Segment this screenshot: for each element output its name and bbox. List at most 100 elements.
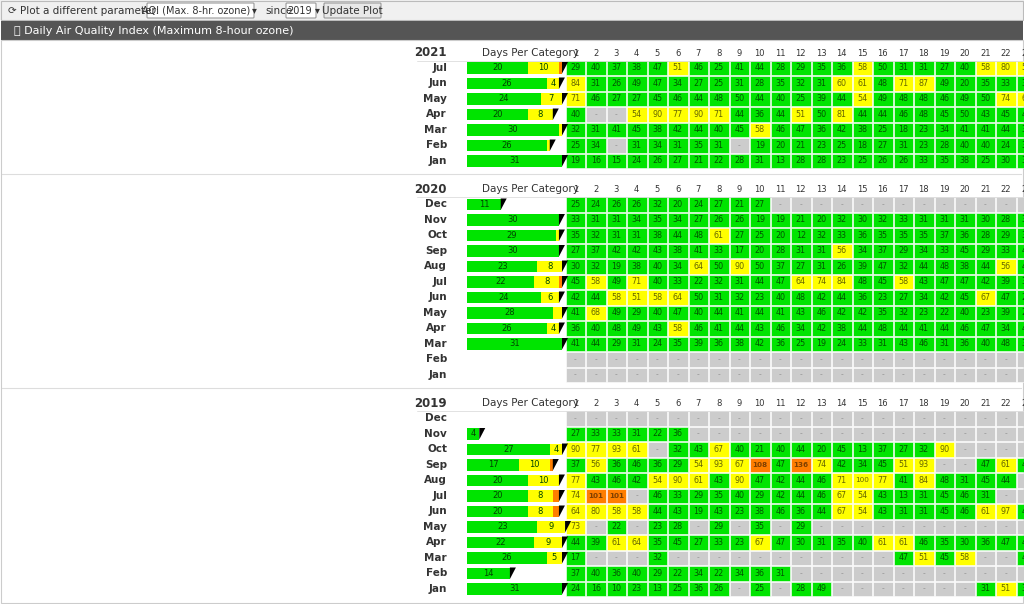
Text: 14: 14 xyxy=(837,185,847,194)
Text: -: - xyxy=(697,414,699,423)
Text: 44: 44 xyxy=(1000,476,1011,485)
Text: 20: 20 xyxy=(493,491,503,500)
Text: 50: 50 xyxy=(959,110,970,119)
Bar xyxy=(586,519,605,534)
Text: 93: 93 xyxy=(611,445,622,454)
Bar xyxy=(467,323,547,334)
Text: 29: 29 xyxy=(693,491,703,500)
Bar xyxy=(586,321,605,335)
Text: 44: 44 xyxy=(775,110,785,119)
Bar xyxy=(811,489,831,503)
Bar xyxy=(811,442,831,457)
Text: 31: 31 xyxy=(796,246,806,255)
Bar xyxy=(553,506,559,517)
Bar xyxy=(565,519,585,534)
Bar xyxy=(750,290,769,304)
Bar xyxy=(627,197,646,211)
Text: 25: 25 xyxy=(673,584,683,593)
Text: 38: 38 xyxy=(632,262,642,271)
Text: 31: 31 xyxy=(816,538,826,547)
Text: -: - xyxy=(738,429,740,439)
Text: 34: 34 xyxy=(796,324,806,333)
Bar xyxy=(565,243,585,258)
Text: 40: 40 xyxy=(591,63,601,72)
Polygon shape xyxy=(562,536,568,548)
Text: 8: 8 xyxy=(544,277,549,286)
Bar xyxy=(935,504,954,518)
Bar xyxy=(647,243,667,258)
Text: -: - xyxy=(800,429,802,439)
Bar xyxy=(873,535,893,550)
Bar xyxy=(853,582,872,596)
Bar xyxy=(729,566,749,580)
Bar xyxy=(729,60,749,75)
Bar xyxy=(565,306,585,320)
Bar xyxy=(770,138,790,152)
Text: Feb: Feb xyxy=(426,140,447,150)
Text: 35: 35 xyxy=(673,339,683,349)
Bar xyxy=(914,489,934,503)
Text: 29: 29 xyxy=(673,460,683,469)
Text: 10: 10 xyxy=(539,476,549,485)
Bar xyxy=(955,213,975,227)
Bar xyxy=(831,123,852,137)
Bar xyxy=(606,107,626,121)
Text: 46: 46 xyxy=(611,476,622,485)
FancyBboxPatch shape xyxy=(324,3,381,18)
Bar xyxy=(955,426,975,441)
Bar xyxy=(873,352,893,367)
Text: 13: 13 xyxy=(898,491,908,500)
Bar xyxy=(791,519,811,534)
Bar xyxy=(606,123,626,137)
Bar xyxy=(996,457,1016,472)
Text: 19: 19 xyxy=(939,48,949,57)
Text: -: - xyxy=(943,569,945,578)
Text: -: - xyxy=(779,355,781,364)
Text: 45: 45 xyxy=(734,125,744,134)
Text: 30: 30 xyxy=(570,262,581,271)
Bar xyxy=(565,426,585,441)
Text: 29: 29 xyxy=(611,339,622,349)
Polygon shape xyxy=(559,292,565,303)
Text: 6: 6 xyxy=(547,293,552,302)
Text: 34: 34 xyxy=(652,141,663,150)
Bar xyxy=(976,336,995,351)
Bar xyxy=(709,426,728,441)
Bar xyxy=(831,213,852,227)
Text: -: - xyxy=(820,414,822,423)
Bar xyxy=(791,367,811,382)
Bar xyxy=(606,197,626,211)
Bar xyxy=(853,153,872,168)
Bar xyxy=(914,336,934,351)
Bar xyxy=(627,550,646,565)
Bar xyxy=(709,489,728,503)
Text: 47: 47 xyxy=(755,476,765,485)
Bar xyxy=(647,582,667,596)
Text: 22: 22 xyxy=(496,277,506,286)
Text: 20: 20 xyxy=(493,110,503,119)
Bar xyxy=(729,138,749,152)
Bar xyxy=(586,138,605,152)
Bar xyxy=(831,550,852,565)
Text: Days Per Category: Days Per Category xyxy=(481,184,579,194)
Bar xyxy=(914,504,934,518)
Bar xyxy=(750,442,769,457)
Text: 42: 42 xyxy=(673,125,683,134)
Bar xyxy=(955,306,975,320)
Bar xyxy=(791,60,811,75)
Text: 48: 48 xyxy=(939,262,949,271)
Text: 30: 30 xyxy=(508,246,518,255)
Text: -: - xyxy=(861,584,863,593)
Text: 29: 29 xyxy=(755,491,765,500)
Text: -: - xyxy=(594,553,597,562)
Bar xyxy=(565,138,585,152)
Bar xyxy=(976,259,995,274)
Bar xyxy=(853,489,872,503)
Bar xyxy=(565,290,585,304)
Text: 7: 7 xyxy=(695,48,701,57)
Bar xyxy=(873,442,893,457)
Bar xyxy=(873,321,893,335)
Text: 23: 23 xyxy=(497,522,508,532)
Bar xyxy=(955,60,975,75)
Text: 43: 43 xyxy=(1021,460,1024,469)
